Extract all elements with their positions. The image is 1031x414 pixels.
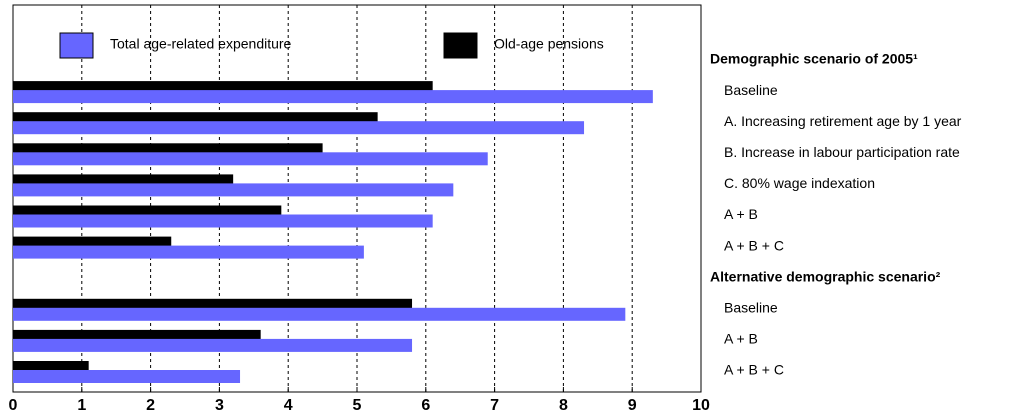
bar	[13, 90, 653, 104]
x-tick-label: 2	[146, 397, 155, 414]
bar	[13, 361, 89, 371]
category-label: A + B + C	[724, 237, 784, 253]
bar	[13, 298, 413, 309]
bar	[13, 81, 433, 92]
bar	[13, 183, 454, 197]
category-label: C. 80% wage indexation	[724, 175, 875, 191]
x-tick-label: 5	[353, 397, 362, 414]
category-label: Baseline	[724, 300, 778, 316]
x-tick-label: 0	[9, 397, 18, 414]
bar	[13, 143, 323, 154]
group-header: Demographic scenario of 2005¹	[710, 51, 918, 67]
x-tick-label: 10	[692, 397, 710, 414]
x-tick-label: 8	[559, 397, 568, 414]
bar	[13, 174, 234, 185]
bar	[13, 245, 364, 259]
bar	[13, 205, 282, 216]
group-header: Alternative demographic scenario²	[710, 268, 941, 284]
category-label: A + B + C	[724, 362, 784, 378]
legend-label: Total age-related expenditure	[110, 36, 292, 52]
x-tick-label: 9	[628, 397, 637, 414]
bar	[13, 307, 626, 321]
category-label: Baseline	[724, 82, 778, 98]
category-label: A. Increasing retirement age by 1 year	[724, 113, 962, 129]
x-tick-label: 6	[421, 397, 430, 414]
bar	[13, 121, 585, 135]
x-tick-label: 3	[215, 397, 224, 414]
bar	[13, 338, 413, 352]
bar	[13, 236, 172, 247]
legend-swatch	[59, 32, 94, 59]
bar	[13, 370, 241, 383]
category-label: B. Increase in labour participation rate	[724, 144, 960, 160]
bar	[13, 214, 433, 228]
bar	[13, 329, 261, 340]
x-tick-label: 1	[77, 397, 86, 414]
legend-label: Old-age pensions	[494, 36, 604, 52]
bar	[13, 152, 488, 166]
legend-swatch	[443, 32, 478, 59]
x-tick-label: 4	[284, 397, 293, 414]
category-label: A + B	[724, 206, 758, 222]
category-label: A + B	[724, 331, 758, 347]
x-tick-label: 7	[490, 397, 499, 414]
bar	[13, 112, 378, 123]
